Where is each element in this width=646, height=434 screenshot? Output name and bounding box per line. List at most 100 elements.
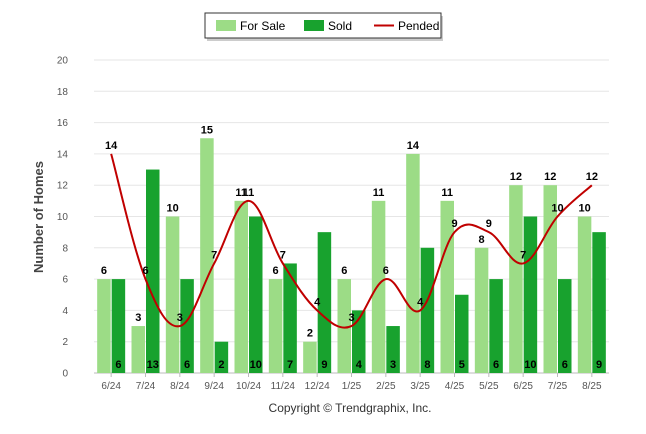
x-tick-label: 2/25 <box>376 381 396 392</box>
copyright-text: Copyright © Trendgraphix, Inc. <box>269 401 432 415</box>
sold-value-label: 13 <box>147 359 159 371</box>
legend-label: Pended <box>398 19 439 33</box>
pended-value-label: 4 <box>417 296 424 308</box>
sold-value-label: 2 <box>218 359 224 371</box>
y-tick-label: 4 <box>62 306 68 317</box>
for-sale-value-label: 10 <box>578 203 590 215</box>
for-sale-bar <box>337 279 351 373</box>
data-labels: 6631310615211106729641131481158612101261… <box>101 124 602 371</box>
sold-value-label: 9 <box>596 359 602 371</box>
pended-value-label: 6 <box>142 265 148 277</box>
for-sale-bar <box>97 279 111 373</box>
sold-bar <box>523 216 538 373</box>
y-tick-label: 18 <box>57 87 69 98</box>
x-tick-label: 10/24 <box>236 381 261 392</box>
pended-value-label: 10 <box>551 203 563 215</box>
x-tick-label: 7/24 <box>136 381 156 392</box>
for-sale-bar <box>577 216 592 373</box>
pended-value-label: 4 <box>314 296 321 308</box>
for-sale-bar <box>131 326 145 373</box>
x-tick-label: 11/24 <box>271 381 296 392</box>
pended-value-label: 12 <box>586 171 598 183</box>
sold-bar <box>180 279 194 373</box>
sold-bar <box>111 279 126 373</box>
sold-value-label: 7 <box>287 359 293 371</box>
pended-line <box>110 153 593 329</box>
x-tick-label: 3/25 <box>410 381 430 392</box>
sold-bar <box>489 279 503 373</box>
legend-item: Sold <box>304 19 352 33</box>
for-sale-bar <box>406 153 420 373</box>
for-sale-bar <box>200 138 214 373</box>
sold-value-label: 10 <box>250 359 262 371</box>
for-sale-value-label: 6 <box>273 265 279 277</box>
for-sale-value-label: 6 <box>341 265 347 277</box>
x-tick-label: 6/24 <box>101 381 121 392</box>
x-tick-labels: 6/24 7/24 8/24 9/24 10/24 11/24 12/24 1/25 2/25 3… <box>101 373 602 392</box>
y-tick-label: 14 <box>57 149 69 160</box>
sold-value-label: 6 <box>562 359 568 371</box>
sold-value-label: 8 <box>424 359 430 371</box>
x-tick-label: 1/25 <box>342 381 362 392</box>
for-sale-value-label: 11 <box>441 187 453 199</box>
pended-value-label: 3 <box>348 312 354 324</box>
legend-swatch <box>216 20 236 31</box>
for-sale-value-label: 11 <box>235 187 247 199</box>
legend: For Sale Sold Pended <box>204 12 443 41</box>
for-sale-bar <box>371 200 386 373</box>
x-tick-label: 12/24 <box>305 381 330 392</box>
pended-value-label: 6 <box>383 265 389 277</box>
legend-label: For Sale <box>240 19 286 33</box>
for-sale-value-label: 10 <box>166 203 178 215</box>
for-sale-value-label: 14 <box>407 140 420 152</box>
y-tick-label: 20 <box>57 56 69 67</box>
sold-bar <box>249 216 263 373</box>
bars <box>97 138 606 373</box>
sold-value-label: 10 <box>524 359 536 371</box>
x-tick-label: 8/25 <box>582 381 602 392</box>
for-sale-value-label: 11 <box>373 187 385 199</box>
y-axis-title: Number of Homes <box>31 161 46 273</box>
for-sale-bar <box>165 216 180 373</box>
pended-value-label: 7 <box>280 249 286 261</box>
sold-bar <box>317 232 332 373</box>
for-sale-bar <box>474 247 489 373</box>
sold-value-label: 4 <box>356 359 363 371</box>
sold-bar <box>420 247 435 373</box>
sold-bar <box>146 169 160 373</box>
pended-value-label: 7 <box>520 249 526 261</box>
for-sale-bar <box>234 200 248 373</box>
for-sale-value-label: 6 <box>101 265 107 277</box>
sold-value-label: 9 <box>321 359 327 371</box>
for-sale-bar <box>268 279 283 373</box>
x-tick-label: 9/24 <box>204 381 224 392</box>
for-sale-value-label: 12 <box>510 171 522 183</box>
legend-swatch <box>304 20 324 31</box>
y-tick-label: 0 <box>62 369 68 380</box>
sold-bar <box>558 279 572 373</box>
y-tick-label: 16 <box>57 118 69 129</box>
pended-value-label: 14 <box>105 140 118 152</box>
sold-bar <box>283 263 297 373</box>
sold-bar <box>214 341 229 373</box>
y-tick-label: 6 <box>62 275 68 286</box>
for-sale-bar <box>509 185 523 373</box>
x-tick-label: 6/25 <box>513 381 533 392</box>
y-tick-label: 8 <box>62 243 68 254</box>
sold-bar <box>592 232 606 373</box>
y-tick-label: 12 <box>57 181 69 192</box>
for-sale-value-label: 15 <box>201 124 213 136</box>
legend-item: For Sale <box>216 19 286 33</box>
grid-lines <box>94 59 609 374</box>
legend-item: Pended <box>374 19 439 33</box>
for-sale-value-label: 2 <box>307 328 313 340</box>
for-sale-value-label: 12 <box>544 171 556 183</box>
pended-value-label: 11 <box>243 187 255 199</box>
y-tick-label: 10 <box>57 212 69 223</box>
for-sale-value-label: 8 <box>479 234 485 246</box>
x-tick-label: 4/25 <box>445 381 465 392</box>
legend-label: Sold <box>328 19 352 33</box>
pended-value-label: 3 <box>177 312 183 324</box>
sold-value-label: 6 <box>115 359 121 371</box>
